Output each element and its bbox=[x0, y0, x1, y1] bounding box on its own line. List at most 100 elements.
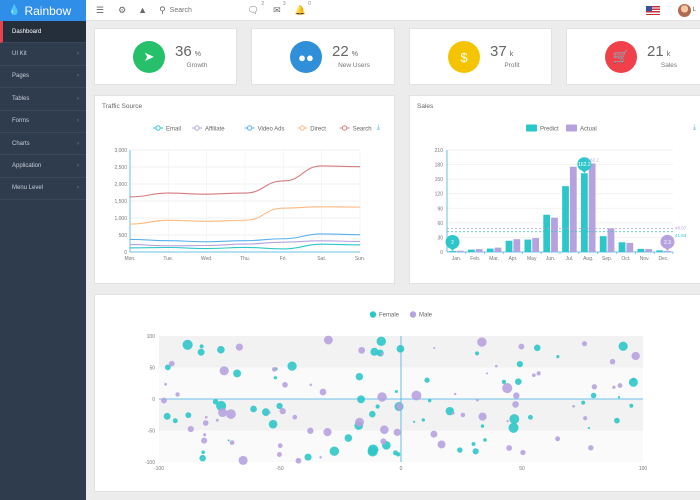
sidebar-item-menu-level[interactable]: Menu Level › bbox=[0, 178, 86, 201]
mail-icon[interactable]: ✉ 3 bbox=[273, 0, 286, 15]
scatter-point bbox=[536, 371, 541, 376]
y-tick-label: 1,500 bbox=[114, 199, 127, 205]
scatter-point bbox=[164, 382, 168, 386]
scatter-point bbox=[506, 445, 513, 451]
user-initial[interactable]: L bbox=[692, 7, 696, 13]
brand-logo[interactable]: 💧 Rainbow bbox=[0, 0, 86, 21]
scatter-point bbox=[235, 343, 244, 351]
bell-icon[interactable]: 🔔 0 bbox=[294, 0, 311, 15]
scatter-point bbox=[357, 395, 365, 404]
legend-label: Search bbox=[353, 126, 372, 132]
scatter-point bbox=[369, 410, 376, 418]
search-icon[interactable]: ⚲ bbox=[159, 4, 166, 15]
scatter-point bbox=[319, 456, 322, 459]
sidebar-item-charts[interactable]: Charts › bbox=[0, 133, 86, 156]
scatter-point bbox=[201, 450, 205, 455]
bar bbox=[645, 249, 653, 252]
bar bbox=[664, 250, 671, 252]
scatter-point bbox=[396, 344, 405, 353]
bar bbox=[486, 248, 494, 252]
scatter-point bbox=[612, 385, 616, 389]
y-tick-label: 50 bbox=[149, 366, 155, 372]
scatter-point bbox=[376, 336, 386, 347]
data-marker-label: 162.2 bbox=[578, 162, 591, 168]
bar bbox=[551, 217, 558, 252]
scatter-point bbox=[631, 377, 636, 382]
scatter-point bbox=[555, 436, 561, 442]
legend-label: Male bbox=[419, 313, 433, 319]
sidebar-item-pages[interactable]: Pages › bbox=[0, 66, 86, 89]
sidebar-item-ui-kit[interactable]: UI Kit › bbox=[0, 43, 86, 66]
stat-card-new-users: ●● 22% New Users bbox=[251, 28, 395, 85]
mean-label: 41.63 bbox=[675, 233, 687, 238]
bar bbox=[494, 247, 502, 252]
menu-toggle-icon[interactable]: ☰ bbox=[96, 4, 105, 15]
scatter-point bbox=[218, 408, 228, 418]
x-tick-label: Sun. bbox=[355, 256, 365, 262]
y-tick-label: 150 bbox=[435, 177, 444, 183]
scatter-point bbox=[329, 446, 340, 456]
x-tick-label: Sat. bbox=[317, 256, 326, 262]
scatter-point bbox=[268, 411, 271, 414]
scatter-point bbox=[572, 404, 575, 408]
x-tick-label: Tue. bbox=[163, 256, 173, 262]
x-tick-label: 0 bbox=[400, 466, 403, 472]
stat-number: 37 bbox=[490, 43, 507, 60]
legend-label: Video Ads bbox=[258, 126, 285, 132]
scatter-point bbox=[212, 398, 219, 405]
scatter-point bbox=[396, 402, 403, 410]
scatter-point bbox=[617, 383, 623, 388]
search-input[interactable] bbox=[169, 6, 230, 14]
stat-unit: % bbox=[351, 51, 358, 58]
sidebar-item-dashboard[interactable]: Dashboard bbox=[0, 21, 86, 44]
avatar[interactable] bbox=[677, 3, 691, 17]
data-marker bbox=[660, 234, 675, 249]
scatter-point bbox=[203, 433, 207, 437]
gear-icon[interactable]: ⚙ bbox=[118, 4, 127, 15]
y-tick-label: 210 bbox=[435, 148, 444, 154]
stat-card-profit: $ 37 k Profit bbox=[409, 28, 552, 85]
us-flag-icon[interactable] bbox=[645, 5, 660, 15]
scatter-point bbox=[323, 335, 333, 345]
scatter-point bbox=[486, 372, 489, 375]
scatter-point bbox=[471, 442, 476, 446]
scatter-point bbox=[460, 412, 466, 418]
sidebar-item-tables[interactable]: Tables › bbox=[0, 88, 86, 111]
chat-icon[interactable]: 🗨 2 bbox=[247, 0, 265, 15]
y-tick-label: 0 bbox=[440, 250, 443, 256]
panel-title: Traffic Source bbox=[102, 103, 143, 110]
bar bbox=[588, 163, 596, 252]
scatter-point bbox=[533, 344, 541, 352]
legend-label: Actual bbox=[580, 126, 597, 132]
legend-label: Email bbox=[166, 126, 181, 132]
scatter-point bbox=[472, 448, 479, 455]
y-tick-label: 0 bbox=[152, 397, 155, 403]
y-tick-label: 60 bbox=[437, 221, 443, 227]
legend-label: Predict bbox=[540, 126, 559, 132]
series-line bbox=[129, 240, 361, 247]
scatter-point bbox=[276, 451, 282, 457]
scatter-point bbox=[355, 372, 364, 381]
scatter-point bbox=[614, 417, 620, 424]
scatter-point bbox=[437, 440, 446, 449]
users-icon: ●● bbox=[290, 41, 322, 73]
download-icon[interactable]: ⤓ bbox=[377, 124, 381, 131]
download-icon[interactable]: ⤓ bbox=[693, 124, 697, 131]
sidebar-item-forms[interactable]: Forms › bbox=[0, 111, 86, 133]
series-line bbox=[129, 206, 361, 225]
stat-value: 22% bbox=[332, 43, 358, 60]
flame-icon[interactable]: ▲ bbox=[138, 5, 148, 15]
sidebar-item-label: Forms bbox=[12, 118, 29, 125]
scatter-point bbox=[292, 414, 298, 420]
bar bbox=[467, 249, 475, 252]
scatter-point bbox=[355, 417, 364, 427]
scatter-point bbox=[394, 390, 398, 393]
scatter-point bbox=[531, 373, 536, 378]
brand-name: Rainbow bbox=[24, 3, 72, 18]
scatter-point bbox=[392, 450, 398, 456]
bar bbox=[580, 173, 588, 252]
sidebar-item-application[interactable]: Application › bbox=[0, 155, 86, 178]
scatter-point bbox=[475, 398, 479, 402]
scatter-point bbox=[502, 383, 513, 394]
data-marker-label: 2 bbox=[451, 240, 454, 246]
